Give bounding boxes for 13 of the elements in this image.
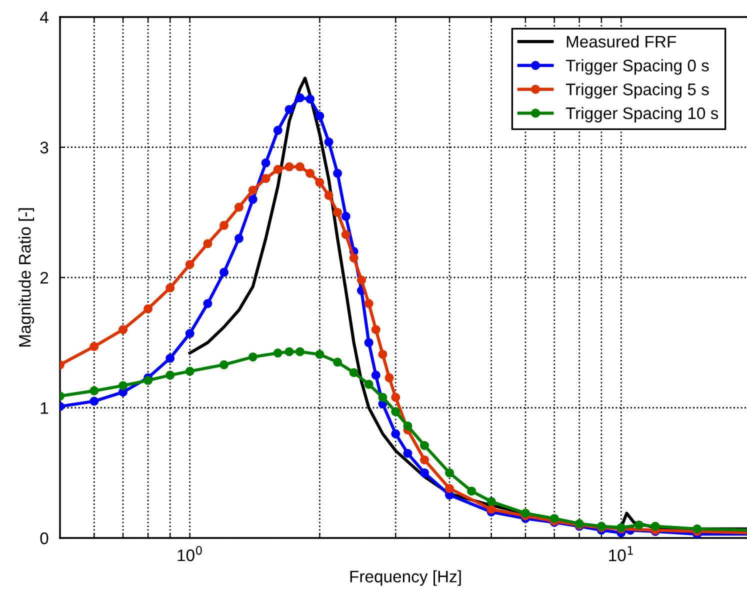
y-tick-label: 3 [40, 142, 48, 154]
y-tick-label: 2 [40, 272, 48, 284]
legend-label: Trigger Spacing 0 s [566, 59, 709, 75]
y-tick-label: 0 [40, 532, 48, 544]
legend-label: Trigger Spacing 5 s [566, 83, 709, 99]
x-tick-label: 10$^{1}$ [609, 546, 633, 562]
y-axis-title: Magnitude Ratio [-] [18, 208, 34, 347]
legend-label: Measured FRF [566, 35, 676, 48]
y-tick-label: 4 [40, 12, 48, 24]
legend-label: Trigger Spacing 10 s [566, 106, 718, 122]
x-axis-title: Frequency [Hz] [350, 570, 461, 586]
y-tick-label: 1 [40, 402, 48, 414]
x-tick-label: 10$^{0}$ [178, 546, 202, 562]
